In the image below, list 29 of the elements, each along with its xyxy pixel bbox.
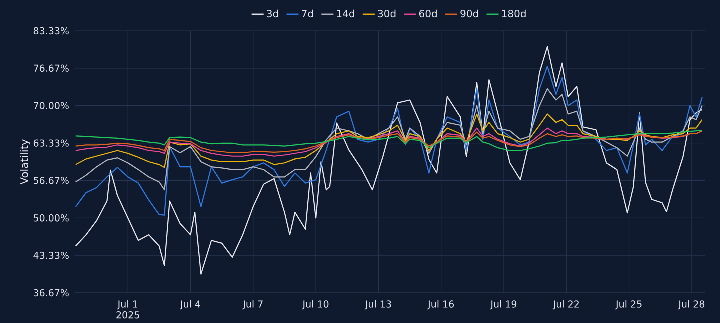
y-tick-label: 50.00%: [34, 214, 69, 222]
legend-label: 7d: [302, 10, 314, 18]
x-tick-label: Jul 25: [616, 300, 642, 310]
legend-label: 30d: [378, 10, 396, 18]
x-tick-label: Jul 28: [678, 300, 705, 310]
x-tick-label: Jul 1: [117, 300, 138, 310]
legend-label: 180d: [502, 10, 526, 18]
x-tick-label: Jul 19: [490, 300, 517, 310]
legend-label: 14d: [337, 10, 354, 18]
line-series: [75, 66, 703, 216]
legend-label: 60d: [420, 10, 437, 18]
x-tick-label: Jul 4: [180, 300, 200, 310]
legend-label: 3d: [267, 10, 278, 18]
y-axis-title: Volatility: [20, 140, 30, 185]
legend-label: 90d: [460, 10, 478, 18]
y-tick-label: 43.33%: [34, 252, 69, 260]
y-tick-label: 76.67%: [34, 64, 69, 72]
x-tick-label: Jul 7: [242, 300, 263, 310]
y-tick-label: 83.33%: [34, 27, 69, 35]
line-series: [75, 46, 703, 275]
y-tick-label: 63.33%: [34, 140, 69, 147]
x-tick-label: Jul 16: [428, 300, 454, 310]
text: 2025: [116, 312, 140, 319]
x-tick-label: Jul 13: [364, 300, 392, 310]
y-tick-label: 70.00%: [34, 102, 69, 110]
x-tick-label: Jul 10: [302, 300, 329, 310]
y-tick-label: 36.67%: [34, 289, 69, 297]
x-tick-label: Jul 22: [552, 300, 579, 310]
y-tick-label: 56.67%: [34, 177, 69, 184]
